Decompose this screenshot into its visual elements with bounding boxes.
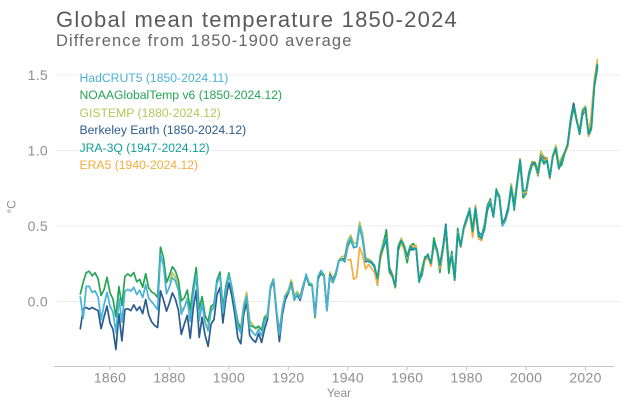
svg-text:1860: 1860 <box>94 370 126 386</box>
svg-text:0.0: 0.0 <box>28 294 48 310</box>
svg-text:Year: Year <box>327 386 351 400</box>
svg-text:°C: °C <box>5 200 19 214</box>
svg-text:1900: 1900 <box>213 370 245 386</box>
svg-text:2020: 2020 <box>569 370 601 386</box>
svg-text:1920: 1920 <box>272 370 304 386</box>
svg-text:1880: 1880 <box>153 370 185 386</box>
svg-text:1960: 1960 <box>391 370 423 386</box>
svg-text:1940: 1940 <box>332 370 364 386</box>
svg-text:0.5: 0.5 <box>28 218 48 234</box>
svg-text:1980: 1980 <box>450 370 482 386</box>
svg-text:1.5: 1.5 <box>28 67 48 83</box>
svg-text:2000: 2000 <box>510 370 542 386</box>
svg-text:1.0: 1.0 <box>28 143 48 159</box>
